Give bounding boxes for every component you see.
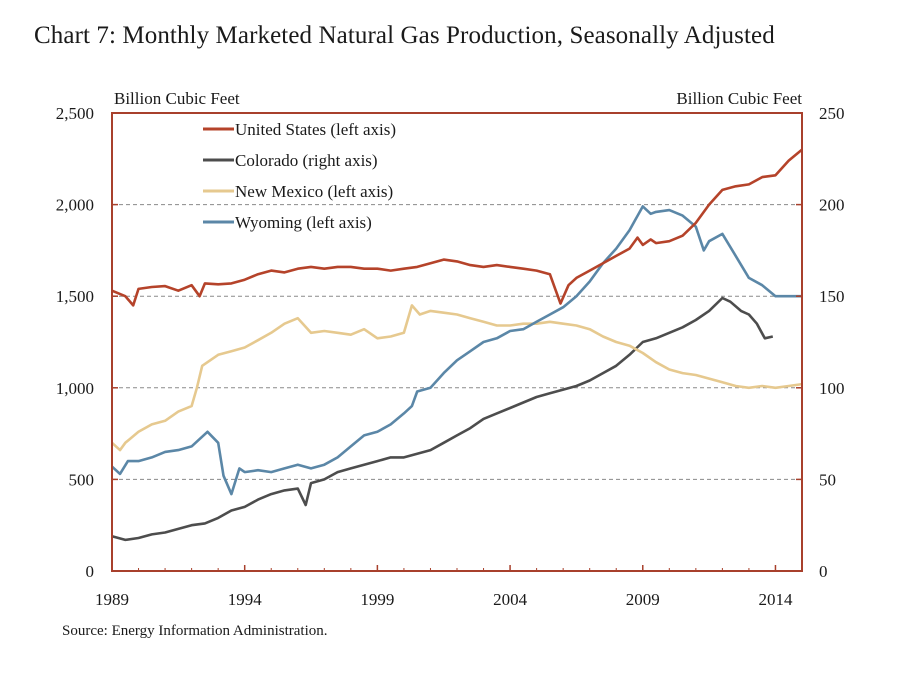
legend-label-wyoming: Wyoming (left axis) bbox=[235, 213, 372, 232]
legend-label-united-states: United States (left axis) bbox=[235, 120, 396, 139]
x-tick-label: 2004 bbox=[493, 590, 528, 609]
right-axis-label: Billion Cubic Feet bbox=[676, 89, 802, 108]
left-tick-label: 1,500 bbox=[56, 287, 94, 306]
series-line-colorado bbox=[111, 296, 774, 542]
series-line-new-mexico bbox=[111, 304, 803, 452]
right-tick-label: 100 bbox=[819, 379, 845, 398]
x-tick-label: 1999 bbox=[360, 590, 394, 609]
legend: United States (left axis) Colorado (right… bbox=[203, 120, 396, 232]
right-tick-label: 250 bbox=[819, 104, 845, 123]
right-tick-label: 150 bbox=[819, 287, 845, 306]
right-tick-label: 200 bbox=[819, 196, 845, 215]
x-tick-label: 2014 bbox=[758, 590, 793, 609]
chart-title: Chart 7: Monthly Marketed Natural Gas Pr… bbox=[34, 22, 775, 49]
left-tick-label: 2,500 bbox=[56, 104, 94, 123]
series-line-united-states bbox=[111, 148, 803, 307]
x-tick-label: 1989 bbox=[95, 590, 129, 609]
axes: Billion Cubic Feet Billion Cubic Feet 0 5… bbox=[56, 89, 845, 609]
x-tick-label: 1994 bbox=[228, 590, 263, 609]
legend-label-new-mexico: New Mexico (left axis) bbox=[235, 182, 393, 201]
series-line-wyoming bbox=[111, 205, 802, 496]
series-lines bbox=[111, 148, 803, 542]
plot-frame bbox=[111, 112, 803, 572]
left-tick-label: 500 bbox=[69, 470, 95, 489]
right-tick-label: 0 bbox=[819, 562, 828, 581]
x-tick-label: 2009 bbox=[626, 590, 660, 609]
legend-label-colorado: Colorado (right axis) bbox=[235, 151, 378, 170]
right-tick-label: 50 bbox=[819, 470, 836, 489]
left-tick-label: 2,000 bbox=[56, 196, 94, 215]
left-axis-label: Billion Cubic Feet bbox=[114, 89, 240, 108]
left-tick-label: 0 bbox=[86, 562, 95, 581]
source-note: Source: Energy Information Administratio… bbox=[62, 623, 328, 639]
left-tick-label: 1,000 bbox=[56, 379, 94, 398]
gridlines bbox=[112, 204, 802, 480]
